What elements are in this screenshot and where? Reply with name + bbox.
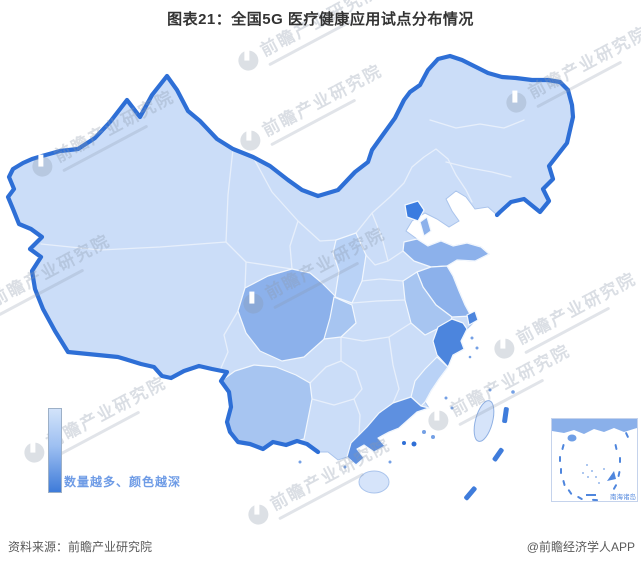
south-china-sea-inset: 南海诸岛 bbox=[551, 418, 638, 502]
coastal-islands bbox=[298, 336, 515, 469]
inset-islands bbox=[582, 464, 605, 484]
inset-label: 南海诸岛 bbox=[610, 492, 636, 501]
region-tianjin-shape bbox=[419, 216, 432, 237]
hainan-island bbox=[358, 470, 390, 494]
taiwan-island bbox=[473, 400, 495, 442]
national-border bbox=[5, 53, 576, 455]
region-guangdong-shape bbox=[346, 396, 430, 466]
legend-gradient-bar bbox=[48, 408, 62, 493]
inset-coast bbox=[552, 419, 637, 434]
legend-label: 数量越多、颜色越深 bbox=[64, 475, 182, 489]
nine-dash-line bbox=[464, 407, 509, 501]
inset-dash-line bbox=[559, 432, 629, 502]
region-chongqing-shape bbox=[323, 296, 357, 340]
inset-hainan bbox=[567, 434, 577, 442]
region-shanghai-shape bbox=[466, 310, 479, 326]
page-title: 图表21：全国5G 医疗健康应用试点分布情况 bbox=[167, 11, 474, 28]
region-zhejiang-shape bbox=[432, 318, 468, 368]
credit-text: @前瞻经济学人APP bbox=[526, 540, 635, 554]
region-shaanxi-shape bbox=[332, 232, 367, 304]
region-beijing-shape bbox=[404, 200, 425, 222]
region-shandong-shape bbox=[402, 238, 490, 268]
inset-map: 南海诸岛 bbox=[552, 419, 637, 502]
source-text: 资料来源：前瞻产业研究院 bbox=[8, 540, 153, 554]
